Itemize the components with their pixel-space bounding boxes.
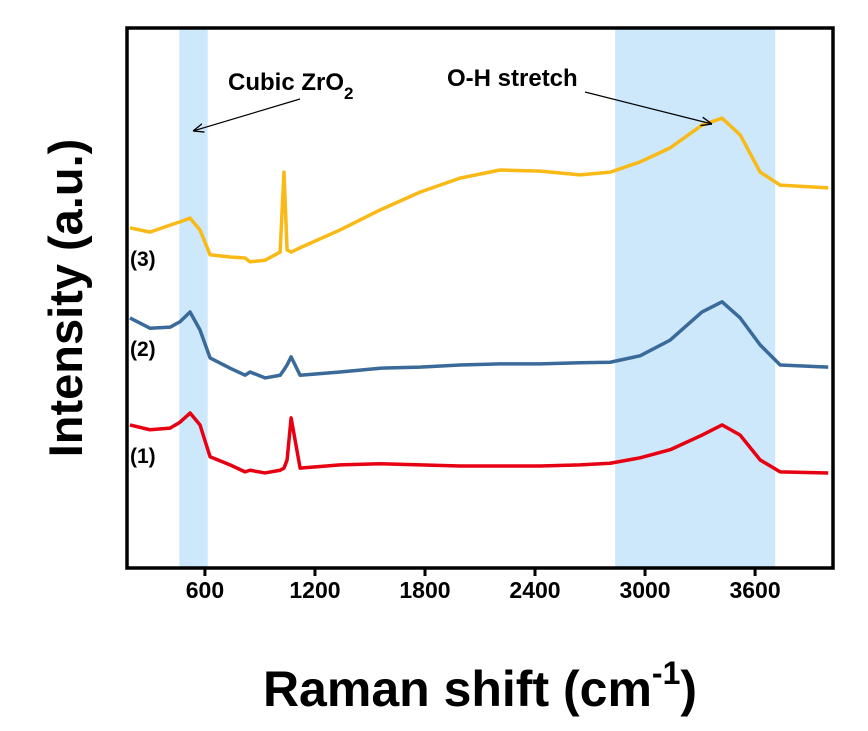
series-line: [129, 411, 829, 475]
bands: [179, 28, 776, 568]
series-line: [129, 300, 829, 380]
x-label-after: ): [680, 661, 697, 717]
x-tick-label: 3000: [619, 577, 670, 603]
x-tick-label: 600: [186, 577, 224, 603]
x-tick-label: 2400: [509, 577, 560, 603]
lines: [129, 116, 829, 475]
band: [615, 28, 776, 568]
annotation-text: Cubic ZrO: [228, 69, 344, 96]
series-label: (2): [130, 338, 156, 361]
series-line: [129, 116, 829, 264]
y-axis-label: Intensity (a.u.): [39, 139, 92, 458]
x-axis-label: Raman shift (cm-1): [263, 655, 697, 717]
x-tick-label: 1200: [289, 577, 340, 603]
x-label-sup: -1: [652, 655, 680, 691]
x-tick-label: 1800: [399, 577, 450, 603]
annotation-sub: 2: [344, 84, 353, 103]
annotation: Cubic ZrO2: [228, 69, 353, 103]
band: [179, 28, 208, 568]
series-label: (1): [130, 445, 156, 468]
series-label: (3): [130, 248, 156, 271]
plot-frame: [125, 26, 835, 570]
arrow: [584, 91, 712, 124]
x-tick-label: 3600: [729, 577, 780, 603]
x-label-text: Raman shift (cm: [263, 661, 652, 717]
annotation: O-H stretch: [447, 65, 578, 92]
arrow: [193, 98, 301, 131]
